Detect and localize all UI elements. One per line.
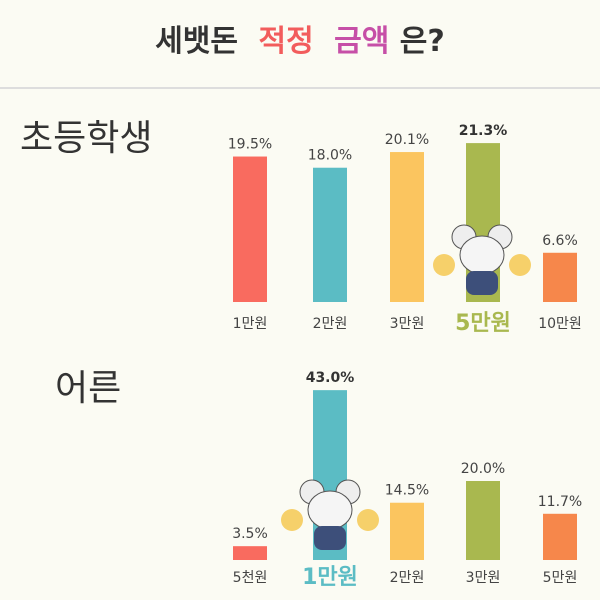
- category-label: 10만원: [538, 316, 582, 332]
- value-label: 11.7%: [538, 494, 582, 510]
- category-label: 5만원: [455, 311, 511, 336]
- title-part: 금액: [334, 24, 389, 59]
- value-label: 14.5%: [385, 483, 429, 499]
- mouse-illustration: [433, 224, 531, 295]
- bar: [233, 156, 267, 302]
- mouse-illustration: [281, 479, 379, 550]
- bar: [543, 513, 577, 560]
- bar: [233, 546, 267, 560]
- category-label: 2만원: [390, 570, 425, 586]
- value-label: 21.3%: [459, 123, 508, 139]
- bar: [466, 481, 500, 560]
- value-label: 3.5%: [232, 526, 268, 542]
- title: 세뱃돈 적정 금액 은?: [155, 24, 445, 59]
- value-label: 6.6%: [542, 233, 578, 249]
- bar: [313, 167, 347, 302]
- value-label: 19.5%: [228, 137, 272, 153]
- value-label: 43.0%: [306, 370, 355, 386]
- category-label: 5만원: [543, 570, 578, 586]
- title-part: 은?: [400, 24, 445, 59]
- section-title: 초등학생: [20, 118, 152, 159]
- bar: [543, 252, 577, 302]
- bar: [390, 152, 424, 302]
- category-label: 3만원: [466, 570, 501, 586]
- bar: [390, 502, 424, 560]
- title-part: 적정: [258, 24, 313, 59]
- value-label: 20.0%: [461, 461, 505, 477]
- value-label: 18.0%: [308, 148, 352, 164]
- category-label: 2만원: [313, 316, 348, 332]
- value-label: 20.1%: [385, 132, 429, 148]
- category-label: 1만원: [233, 316, 268, 332]
- section-title: 어른: [55, 368, 121, 409]
- category-label: 5천원: [233, 570, 268, 586]
- category-label: 3만원: [390, 316, 425, 332]
- category-label: 1만원: [302, 565, 358, 590]
- title-part: 세뱃돈: [155, 24, 238, 59]
